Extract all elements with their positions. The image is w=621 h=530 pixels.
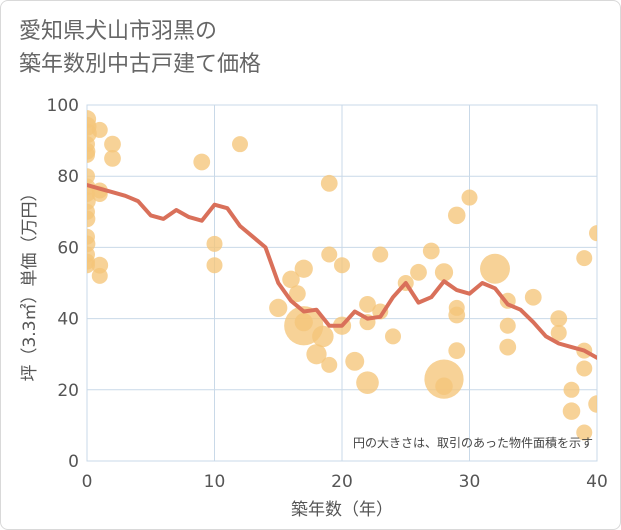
bubble-point — [321, 356, 338, 373]
x-axis-label: 築年数（年） — [291, 500, 393, 520]
x-tick-label: 10 — [204, 472, 226, 492]
bubble-point — [294, 259, 313, 278]
bubble-point — [385, 328, 401, 345]
tick-labels: 0 10 20 30 40 0 20 40 60 80 100 — [47, 96, 608, 492]
bubble-point — [193, 153, 211, 171]
x-tick-label: 30 — [459, 472, 481, 492]
bubble-point — [312, 325, 334, 348]
y-tick-label: 40 — [57, 310, 79, 330]
y-tick-label: 100 — [47, 96, 79, 116]
bubble-point — [562, 402, 581, 420]
bubble-point — [550, 310, 568, 327]
y-tick-label: 80 — [57, 167, 79, 187]
bubble-point — [447, 206, 466, 225]
bubble-point — [422, 242, 440, 260]
x-tick-label: 40 — [586, 472, 608, 492]
bubble-point — [206, 235, 223, 252]
bubble-point — [288, 285, 306, 303]
bubble-series — [87, 110, 597, 441]
bubble-point — [306, 344, 327, 365]
chart-title: 愛知県犬山市羽黒の 築年数別中古戸建て価格 — [19, 19, 262, 77]
x-tick-label: 0 — [82, 472, 93, 492]
bubble-point — [104, 150, 121, 167]
bubble-point — [345, 351, 365, 371]
y-axis-label: 坪（3.3㎡）単価（万円） — [20, 184, 40, 381]
bubble-point — [499, 317, 516, 334]
average-line — [87, 183, 597, 360]
bubble-point — [87, 210, 96, 228]
bubble-point — [91, 267, 108, 284]
bubble-point — [282, 270, 300, 289]
bubble-point — [269, 298, 288, 318]
bubble-point — [87, 146, 95, 163]
bubble-point — [550, 324, 567, 341]
bubble-point — [461, 189, 478, 206]
bubble-point — [499, 338, 517, 356]
bubble-point — [576, 250, 593, 267]
y-tick-label: 0 — [68, 452, 79, 472]
bubble-point — [359, 295, 376, 313]
bubble-point — [524, 288, 542, 306]
bubble-point — [563, 381, 580, 398]
bubble-point — [104, 135, 121, 153]
bubble-point — [448, 306, 466, 324]
bubble-point — [206, 257, 223, 274]
bubble-point — [232, 136, 248, 153]
bubble-point — [372, 246, 389, 263]
bubble-point — [321, 246, 338, 263]
bubble-point — [589, 225, 597, 242]
bubble-point — [320, 174, 338, 192]
bubble-point — [576, 360, 593, 377]
bubble-point — [294, 313, 313, 332]
bubble-point — [91, 121, 108, 138]
x-tick-label: 20 — [331, 472, 353, 492]
bubble-point — [576, 424, 593, 441]
bubble-point — [434, 263, 454, 282]
bubble-point — [448, 342, 466, 360]
bubble-point — [410, 263, 427, 281]
y-tick-label: 20 — [57, 381, 79, 401]
bubble-point — [334, 257, 350, 274]
bubble-point — [435, 377, 453, 396]
bubble-point — [356, 371, 379, 394]
bubble-point — [588, 395, 597, 413]
y-tick-label: 60 — [57, 238, 79, 258]
bubble-point — [480, 253, 510, 284]
grid-lines — [86, 104, 598, 462]
chart-annotation: 円の大きさは、取引のあった物件面積を示す — [353, 435, 593, 450]
plot-frame — [86, 104, 598, 462]
